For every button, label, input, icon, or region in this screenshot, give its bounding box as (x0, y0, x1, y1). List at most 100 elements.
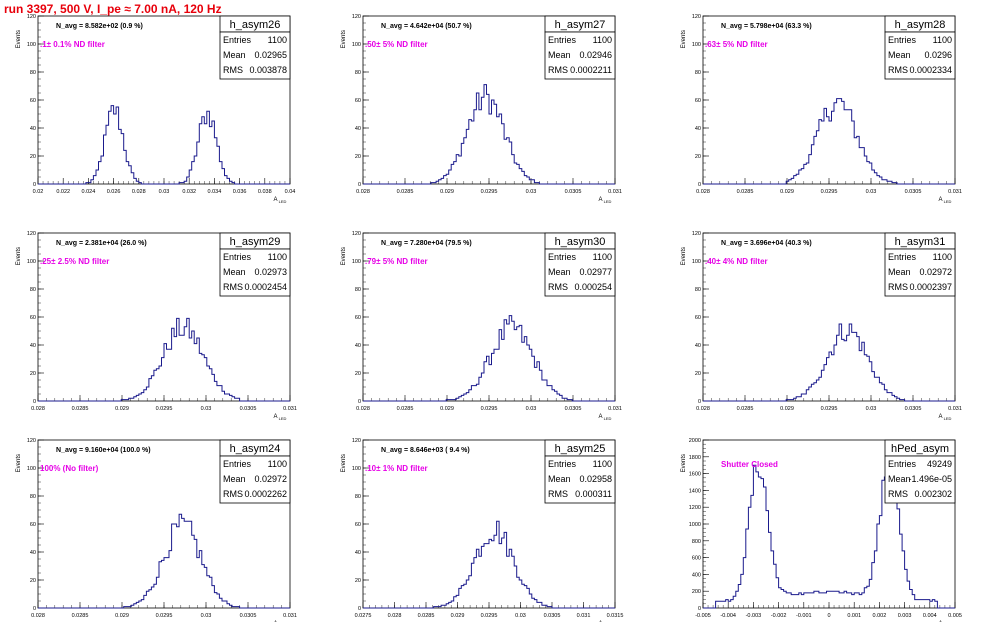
filter-label: .25± 2.5% ND filter (40, 257, 109, 266)
x-tick-label: 0.028 (356, 406, 370, 412)
y-tick-label: 20 (695, 154, 701, 160)
stats-label-mean: Mean (548, 50, 571, 60)
stats-box (219, 31, 291, 80)
stats-value-entries: 1100 (268, 252, 287, 262)
x-tick-label: 0.028 (388, 613, 402, 619)
y-tick-label: 40 (355, 126, 361, 132)
stats-label-rms: RMS (548, 65, 568, 75)
x-tick-label: 0.0305 (905, 406, 922, 412)
filter-label: .79± 5% ND filter (365, 257, 428, 266)
y-axis-label: Events (341, 247, 347, 265)
stats-value-rms: 0.000254 (574, 282, 612, 292)
filter-label: .50± 5% ND filter (365, 40, 428, 49)
y-tick-label: 20 (30, 578, 36, 584)
stats-label-mean: Mean (223, 50, 246, 60)
y-tick-label: 40 (30, 550, 36, 556)
stats-label-mean: Mean (888, 50, 911, 60)
stats-label-entries: Entries (888, 459, 917, 469)
x-tick-label: 0.029 (780, 406, 794, 412)
x-tick-label: 0.029 (115, 406, 129, 412)
x-tick-label: 0.0285 (397, 189, 414, 195)
navg-text: N_avg = 5.798e+04 (63.3 %) (721, 23, 812, 30)
stats-value-rms: 0.0002454 (244, 282, 287, 292)
x-tick-label: 0.028 (132, 189, 146, 195)
stats-value-rms: 0.003878 (249, 65, 287, 75)
x-tick-label: 0.03 (159, 189, 170, 195)
y-tick-label: 60 (30, 98, 36, 104)
x-tick-label: 0.031 (283, 406, 297, 412)
x-tick-label: 0.0285 (418, 613, 435, 619)
stats-label-rms: RMS (888, 489, 908, 499)
stats-value-mean: 0.02946 (579, 50, 612, 60)
histogram-line (703, 323, 955, 402)
y-tick-label: 120 (27, 438, 36, 444)
stats-value-mean: 0.02958 (579, 474, 612, 484)
stats-label-rms: RMS (548, 489, 568, 499)
stats-value-entries: 1100 (268, 459, 287, 469)
y-tick-label: 100 (352, 466, 361, 472)
stats-label-mean: Mean (548, 474, 571, 484)
y-tick-label: 60 (695, 98, 701, 104)
stats-box (544, 248, 616, 297)
histogram-name: h_asym26 (230, 19, 281, 31)
x-tick-label: 0.03 (866, 406, 877, 412)
y-tick-label: 0 (698, 606, 701, 612)
x-tick-label: 0.0285 (72, 406, 89, 412)
stats-value-rms: 0.0002262 (244, 489, 287, 499)
stats-label-mean: Mean (548, 267, 571, 277)
navg-text: N_avg = 3.696e+04 (40.3 %) (721, 240, 812, 247)
stats-box (884, 31, 956, 80)
y-tick-label: 80 (355, 494, 361, 500)
x-tick-label: 0.031 (283, 613, 297, 619)
y-tick-label: 400 (692, 572, 701, 578)
panel-h_asym25: Events 0 20 40 60 80 100 120 0.0275 0.028 0.0285 0.… (341, 438, 623, 622)
x-tick-label: 0.005 (948, 613, 962, 619)
x-tick-label: 0.031 (948, 189, 962, 195)
filter-label: .40± 4% ND filter (705, 257, 768, 266)
stats-label-rms: RMS (888, 65, 908, 75)
y-tick-label: 40 (30, 126, 36, 132)
x-tick-label: 0.0285 (737, 406, 754, 412)
y-tick-label: 120 (692, 231, 701, 237)
navg-text: N_avg = 4.642e+04 (50.7 %) (381, 23, 472, 30)
y-tick-label: 2000 (689, 438, 701, 444)
stats-label-entries: Entries (888, 35, 917, 45)
x-tick-label: 0.026 (107, 189, 121, 195)
y-tick-label: 20 (355, 371, 361, 377)
y-tick-label: 100 (352, 42, 361, 48)
y-tick-label: 1200 (689, 505, 701, 511)
stats-value-entries: 1100 (593, 35, 612, 45)
x-tick-label: 0.0295 (156, 613, 173, 619)
y-tick-label: 120 (352, 231, 361, 237)
navg-text: N_avg = 7.280e+04 (79.5 %) (381, 240, 472, 247)
y-tick-label: 600 (692, 556, 701, 562)
stats-label-rms: RMS (223, 65, 243, 75)
y-tick-label: 80 (695, 70, 701, 76)
x-tick-label: 0.031 (577, 613, 591, 619)
panel-h_asym29: Events 0 20 40 60 80 100 120 0.028 0.0285 0.029 0.0… (16, 231, 297, 421)
x-tick-label: 0.029 (440, 406, 454, 412)
y-tick-label: 60 (695, 315, 701, 321)
y-tick-label: 20 (355, 154, 361, 160)
x-tick-label: 0.0285 (397, 406, 414, 412)
y-axis-label: Events (681, 30, 687, 48)
panel-h_asym26: Events 0 20 40 60 80 100 120 0.02 0.022 0.024 0.026… (16, 14, 295, 204)
stats-box (884, 248, 956, 297)
x-tick-label: 0.03 (526, 189, 537, 195)
stats-value-rms: 0.0002334 (909, 65, 952, 75)
x-tick-label: 0.0305 (565, 189, 582, 195)
stats-value-mean: 0.02972 (254, 474, 287, 484)
x-tick-label: 0 (827, 613, 830, 619)
x-tick-label: 0.0295 (481, 406, 498, 412)
histogram-line (38, 105, 290, 185)
navg-text: N_avg = 8.646e+03 ( 9.4 %) (381, 447, 470, 454)
histogram-line (703, 464, 955, 609)
x-tick-label: 0.032 (182, 189, 196, 195)
stats-value-mean: 0.02965 (254, 50, 287, 60)
x-axis-label: A LED (599, 197, 612, 204)
x-tick-label: 0.028 (696, 406, 710, 412)
x-tick-label: 0.04 (285, 189, 296, 195)
histogram-name: h_asym28 (895, 19, 946, 31)
x-axis-label: A LED (599, 414, 612, 421)
y-tick-label: 80 (30, 287, 36, 293)
